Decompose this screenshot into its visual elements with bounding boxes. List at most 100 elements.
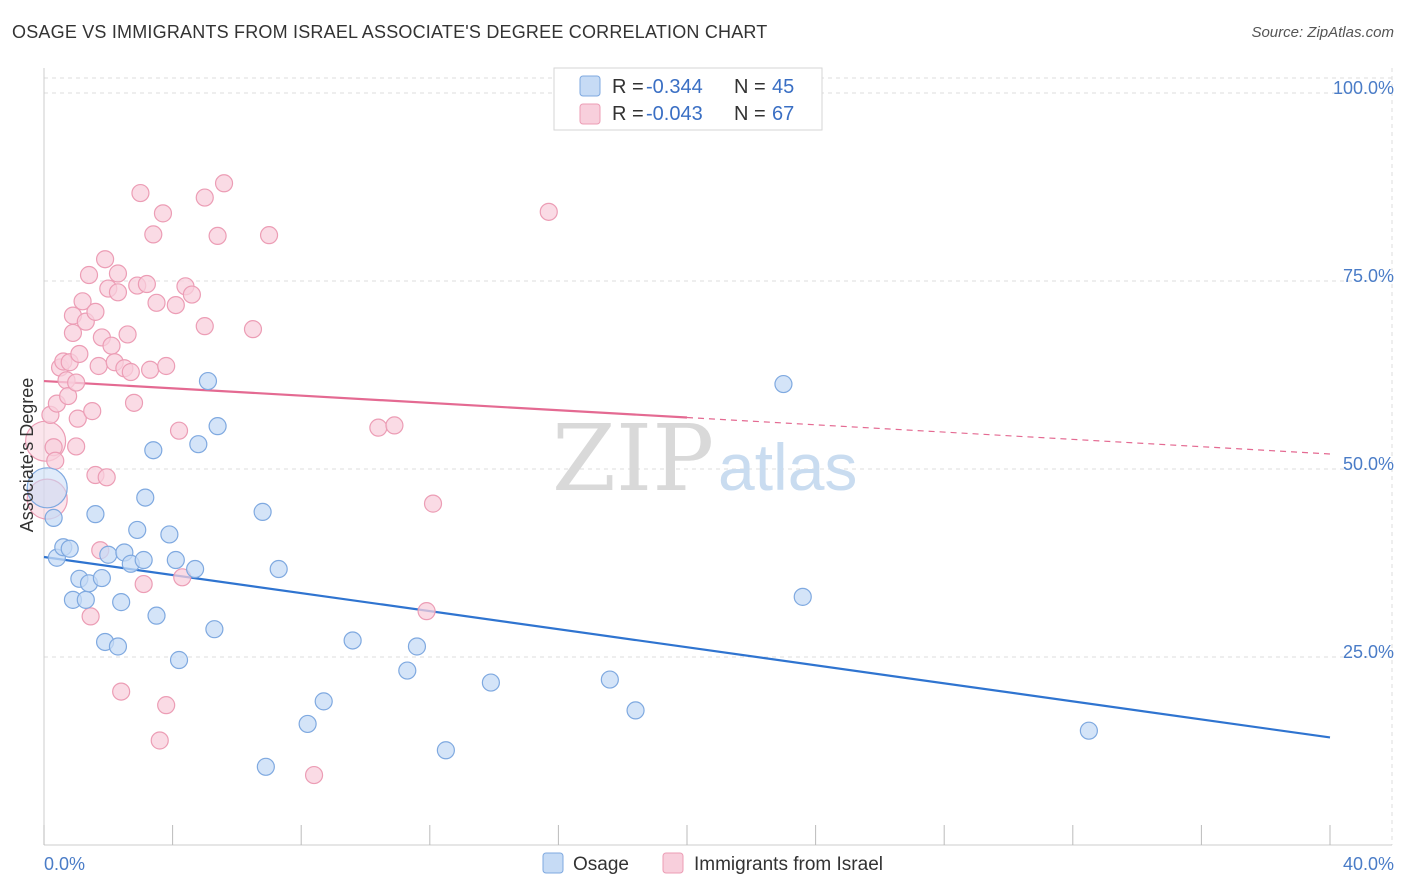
data-point-osage — [298, 714, 317, 734]
x-tick-labels: 0.0% 40.0% — [44, 854, 1394, 874]
bottom-legend-label-osage: Osage — [573, 854, 629, 875]
trend-line-immigrants-from-israel-extension — [686, 416, 1331, 455]
series-immigrants-from-israel — [25, 174, 558, 785]
y-tick-label-100: 100.0% — [1333, 78, 1394, 98]
gridlines — [44, 68, 1393, 845]
data-point-immigrants-from-israel — [124, 393, 144, 412]
data-point-immigrants-from-israel — [137, 274, 156, 294]
data-point-immigrants-from-israel — [67, 437, 86, 456]
data-point-immigrants-from-israel — [102, 336, 121, 355]
legend-r-value-israel: -0.043 — [646, 103, 703, 125]
watermark: ZIP atlas — [552, 405, 857, 512]
data-point-osage — [186, 559, 205, 579]
data-point-immigrants-from-israel — [417, 602, 436, 621]
data-point-immigrants-from-israel — [89, 356, 108, 376]
data-point-immigrants-from-israel — [95, 250, 115, 269]
data-point-osage — [314, 692, 333, 711]
data-point-osage — [481, 673, 500, 692]
data-point-osage — [253, 502, 272, 521]
trend-line-immigrants-from-israel — [43, 379, 688, 419]
legend-r-label-israel: R = — [612, 103, 644, 125]
data-point-immigrants-from-israel — [195, 317, 214, 336]
data-point-osage — [160, 525, 179, 544]
data-point-osage — [398, 661, 417, 680]
data-point-immigrants-from-israel — [121, 362, 140, 382]
data-point-osage — [134, 550, 153, 570]
data-point-immigrants-from-israel — [157, 696, 176, 715]
bottom-legend-label-israel: Immigrants from Israel — [694, 854, 883, 875]
data-point-osage — [112, 593, 131, 612]
data-point-osage — [86, 505, 105, 524]
data-point-immigrants-from-israel — [173, 568, 192, 587]
data-point-immigrants-from-israel — [97, 468, 116, 487]
chart-title: OSAGE VS IMMIGRANTS FROM ISRAEL ASSOCIAT… — [12, 22, 768, 42]
data-point-immigrants-from-israel — [539, 202, 558, 221]
data-point-osage — [205, 620, 224, 639]
legend-r-value-osage: -0.344 — [646, 76, 703, 98]
data-point-osage — [144, 441, 163, 460]
data-point-osage — [793, 587, 812, 606]
series-osage — [26, 371, 1098, 776]
watermark-atlas: atlas — [718, 430, 857, 504]
data-point-osage — [169, 650, 189, 670]
data-point-osage — [189, 435, 208, 454]
data-point-immigrants-from-israel — [112, 682, 131, 701]
data-point-immigrants-from-israel — [79, 265, 99, 285]
data-point-immigrants-from-israel — [153, 204, 173, 223]
data-point-immigrants-from-israel — [140, 360, 160, 379]
data-point-immigrants-from-israel — [147, 293, 166, 312]
data-point-osage — [343, 631, 362, 650]
data-point-osage — [166, 550, 185, 570]
legend-n-value-israel: 67 — [772, 103, 794, 125]
bottom-legend-swatch-israel — [662, 852, 684, 874]
data-point-immigrants-from-israel — [67, 373, 86, 392]
data-point-osage — [147, 606, 166, 625]
data-point-osage — [600, 670, 619, 689]
data-point-immigrants-from-israel — [182, 285, 201, 304]
bottom-legend-swatch-osage — [542, 852, 564, 874]
x-tick-label-max: 40.0% — [1343, 854, 1394, 874]
data-point-immigrants-from-israel — [70, 344, 89, 364]
stats-legend: R = -0.344 N = 45 R = -0.043 N = 67 — [553, 67, 823, 131]
data-point-immigrants-from-israel — [59, 386, 78, 406]
data-point-immigrants-from-israel — [195, 188, 214, 207]
data-point-immigrants-from-israel — [144, 225, 163, 244]
data-point-osage — [108, 637, 128, 656]
data-point-immigrants-from-israel — [166, 295, 185, 315]
data-point-immigrants-from-israel — [86, 302, 105, 321]
data-point-osage — [60, 539, 79, 558]
data-point-osage — [256, 757, 275, 776]
data-point-immigrants-from-israel — [134, 574, 153, 594]
data-point-immigrants-from-israel — [150, 731, 169, 750]
data-point-osage — [198, 371, 218, 391]
bottom-legend: Osage Immigrants from Israel — [542, 852, 883, 875]
data-point-immigrants-from-israel — [131, 183, 150, 203]
legend-r-label-osage: R = — [612, 76, 644, 98]
data-point-osage — [1079, 721, 1098, 740]
data-point-osage — [269, 559, 288, 579]
data-point-immigrants-from-israel — [243, 320, 263, 339]
data-point-osage — [44, 508, 63, 527]
data-point-immigrants-from-israel — [304, 765, 324, 785]
y-axis-title: Associate's Degree — [17, 378, 37, 533]
data-point-immigrants-from-israel — [214, 174, 234, 193]
x-tick-label-min: 0.0% — [44, 854, 85, 874]
y-tick-label-75: 75.0% — [1343, 266, 1394, 286]
data-point-osage — [436, 741, 455, 760]
data-point-immigrants-from-israel — [73, 292, 92, 311]
data-point-immigrants-from-israel — [423, 494, 443, 513]
legend-n-label-israel: N = — [734, 103, 766, 125]
trend-lines — [43, 379, 1331, 739]
source-label: Source: ZipAtlas.com — [1251, 24, 1394, 41]
data-point-osage — [76, 590, 95, 609]
y-tick-label-25: 25.0% — [1343, 642, 1394, 662]
data-point-immigrants-from-israel — [385, 416, 404, 435]
legend-n-label-osage: N = — [734, 76, 766, 98]
data-point-osage — [407, 637, 427, 656]
legend-swatch-israel — [579, 103, 601, 125]
legend-n-value-osage: 45 — [772, 76, 794, 98]
data-point-immigrants-from-israel — [157, 356, 176, 376]
data-point-immigrants-from-israel — [259, 226, 279, 245]
data-point-immigrants-from-israel — [46, 451, 65, 470]
data-point-immigrants-from-israel — [108, 264, 128, 283]
